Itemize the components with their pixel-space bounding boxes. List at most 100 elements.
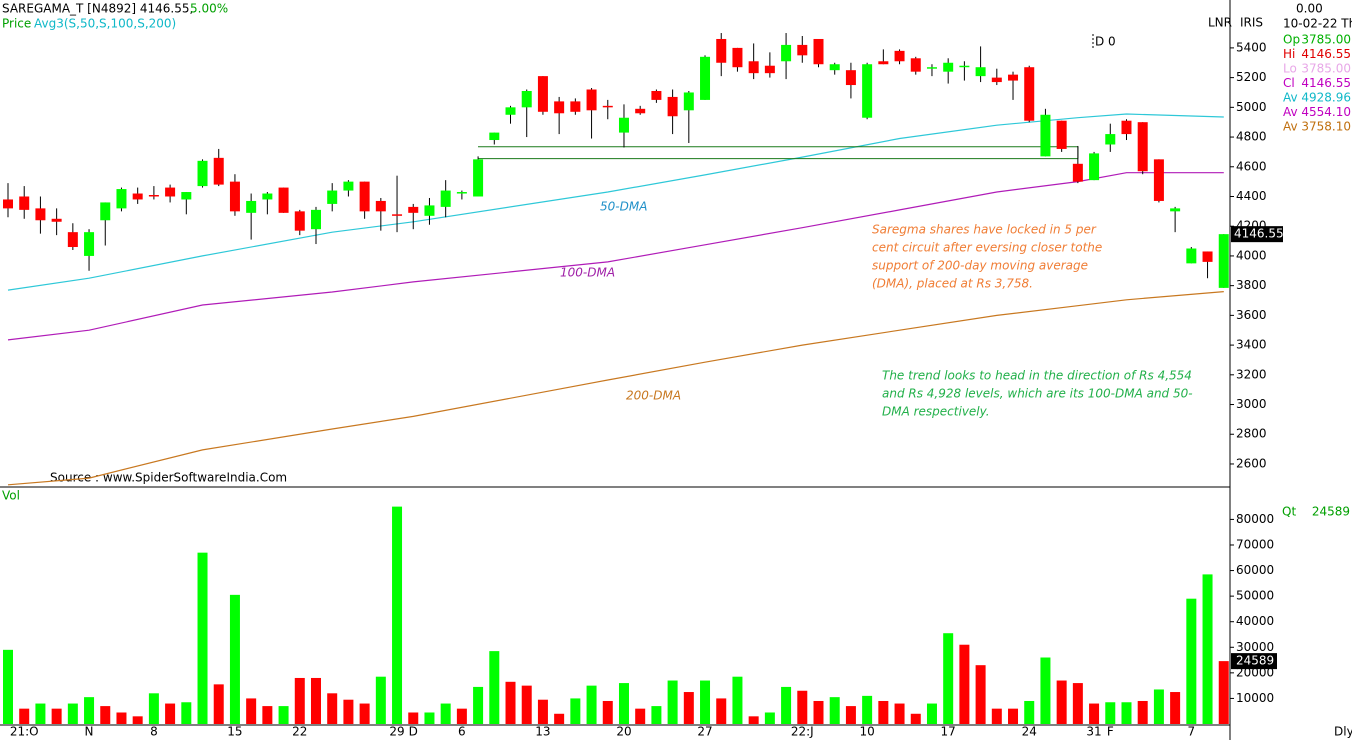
candle-body — [424, 205, 435, 216]
candle-body — [148, 195, 159, 197]
info-date: 10-02-22 Th — [1283, 17, 1352, 31]
candle-body — [667, 96, 678, 117]
y-tick-label: 3800 — [1236, 278, 1267, 292]
volume-bar — [797, 690, 808, 724]
volume-bar — [213, 684, 224, 724]
subtitle: Avg3(S,50,S,100,S,200) — [34, 17, 176, 31]
change: 5.00% — [190, 2, 228, 16]
price-tag: 4146.55 — [1234, 227, 1284, 241]
volume-bar — [19, 708, 30, 724]
x-tick-label: F — [1107, 725, 1114, 739]
volume-bar — [667, 680, 678, 724]
volume-bar — [229, 594, 240, 724]
y-tick-label: 3000 — [1236, 397, 1267, 411]
y-tick-label: 4800 — [1236, 130, 1267, 144]
candle-body — [748, 61, 759, 74]
candle-body — [375, 200, 386, 212]
volume-bar — [878, 700, 889, 724]
x-tick-label: 20 — [616, 725, 631, 739]
candle-body — [537, 76, 548, 112]
volume-bar — [197, 552, 208, 724]
candle-body — [1056, 120, 1067, 149]
y-tick-label: 10000 — [1236, 691, 1274, 705]
candle-body — [1121, 120, 1132, 135]
x-tick-label: 6 — [458, 725, 466, 739]
volume-bar — [181, 702, 192, 724]
ma-line — [7, 291, 1224, 486]
candle-body — [829, 64, 840, 71]
candle-body — [181, 192, 192, 200]
candle-body — [19, 196, 30, 210]
period: Dly — [1334, 725, 1352, 739]
candle-body — [975, 67, 986, 77]
x-tick-label: 10 — [859, 725, 874, 739]
y-tick-label: 4600 — [1236, 159, 1267, 173]
info-label: Cl — [1283, 76, 1295, 90]
info-header: LNR — [1208, 16, 1232, 30]
candle-body — [1186, 248, 1197, 264]
volume-bar — [1089, 703, 1100, 724]
candle-body — [489, 132, 500, 141]
volume-bar — [651, 706, 662, 724]
x-tick-label: 8 — [150, 725, 158, 739]
candle-body — [294, 211, 305, 231]
volume-bar — [310, 677, 321, 724]
volume-bar — [813, 700, 824, 724]
volume-bar — [618, 683, 629, 724]
y-tick-label: 80000 — [1236, 512, 1274, 526]
y-tick-label: 5200 — [1236, 70, 1267, 84]
candle-body — [554, 101, 565, 114]
volume-bar — [1040, 657, 1051, 724]
volume-bar — [1202, 574, 1213, 724]
candle-body — [392, 214, 403, 216]
volume-bar — [991, 708, 1002, 724]
info-row-value: 4928.96 — [1301, 91, 1351, 105]
candle-body — [1202, 251, 1213, 262]
candle-body — [229, 181, 240, 212]
candle-body — [683, 92, 694, 111]
candle-body — [716, 38, 727, 63]
volume-bar — [732, 676, 743, 724]
candle-body — [651, 90, 662, 100]
candle-body — [910, 58, 921, 72]
candle-body — [51, 218, 62, 222]
candle-body — [1218, 234, 1229, 288]
candle-body — [1153, 159, 1164, 201]
candle-body — [116, 189, 127, 209]
volume-bar — [1105, 702, 1116, 724]
candle-body — [878, 61, 889, 65]
candle-body — [1089, 153, 1100, 181]
candle-body — [327, 190, 338, 204]
volume-bar — [943, 633, 954, 724]
volume-bar — [262, 706, 273, 724]
volume-tag: 24589 — [1236, 654, 1274, 668]
x-tick-label: N — [85, 725, 94, 739]
info-row-value: 4146.55 — [1301, 47, 1351, 61]
candle-body — [1024, 67, 1035, 121]
info-label: Av — [1283, 120, 1298, 134]
volume-bar — [84, 697, 95, 724]
y-tick-label: 40000 — [1236, 614, 1274, 628]
candle-body — [602, 105, 613, 108]
volume-bar — [554, 713, 565, 724]
x-tick-label: 27 — [697, 725, 712, 739]
volume-bar — [862, 695, 873, 724]
source: Source : www.SpiderSoftwareIndia.Com — [50, 471, 287, 485]
candle-body — [262, 193, 273, 200]
volume-bar — [926, 703, 937, 724]
volume-bar — [570, 698, 581, 724]
x-tick-label: 7 — [1188, 725, 1196, 739]
ma-label: 100-DMA — [560, 266, 615, 280]
candle-body — [570, 101, 581, 112]
volume-bar — [35, 703, 46, 724]
candle-body — [213, 157, 224, 185]
candle-body — [521, 90, 532, 108]
y-tick-label: 50000 — [1236, 589, 1274, 603]
x-tick-label: 22:J — [791, 725, 814, 739]
volume-bar — [683, 692, 694, 724]
info-label: Op — [1283, 33, 1300, 47]
volume-bar — [829, 697, 840, 724]
candle-body — [764, 65, 775, 74]
info-row-value: 4146.55 — [1301, 76, 1351, 90]
